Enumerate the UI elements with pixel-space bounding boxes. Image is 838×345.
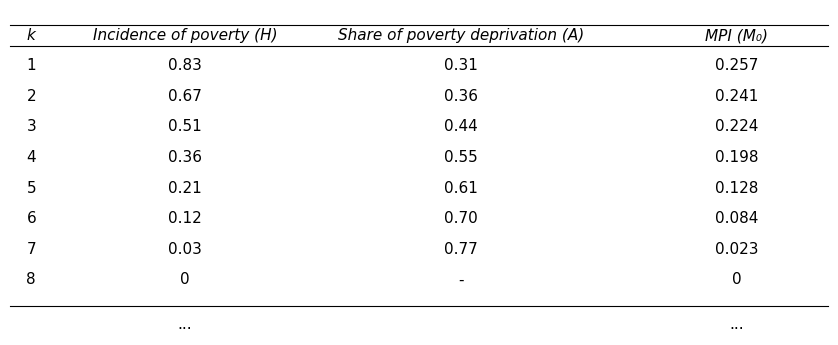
- Text: 0.55: 0.55: [444, 150, 478, 165]
- Text: 0.241: 0.241: [715, 89, 758, 104]
- Text: 0.36: 0.36: [444, 89, 478, 104]
- Text: -: -: [458, 273, 463, 287]
- Text: 0.084: 0.084: [715, 211, 758, 226]
- Text: 0.198: 0.198: [715, 150, 758, 165]
- Text: 0.77: 0.77: [444, 242, 478, 257]
- Text: 0.128: 0.128: [715, 181, 758, 196]
- Text: MPI (M₀): MPI (M₀): [705, 28, 768, 43]
- Text: 0.51: 0.51: [168, 119, 202, 135]
- Text: Share of poverty deprivation (A): Share of poverty deprivation (A): [338, 28, 584, 43]
- Text: 0.21: 0.21: [168, 181, 202, 196]
- Text: 0.83: 0.83: [168, 58, 202, 73]
- Text: 0.70: 0.70: [444, 211, 478, 226]
- Text: ...: ...: [729, 317, 743, 332]
- Text: 0.12: 0.12: [168, 211, 202, 226]
- Text: 0.67: 0.67: [168, 89, 202, 104]
- Text: 0: 0: [180, 273, 190, 287]
- Text: 3: 3: [27, 119, 36, 135]
- Text: 0.61: 0.61: [444, 181, 478, 196]
- Text: 6: 6: [27, 211, 36, 226]
- Text: 4: 4: [27, 150, 36, 165]
- Text: 0.224: 0.224: [715, 119, 758, 135]
- Text: Incidence of poverty (H): Incidence of poverty (H): [93, 28, 277, 43]
- Text: 0.023: 0.023: [715, 242, 758, 257]
- Text: ...: ...: [178, 317, 193, 332]
- Text: 0: 0: [732, 273, 741, 287]
- Text: k: k: [27, 28, 35, 43]
- Text: 8: 8: [27, 273, 36, 287]
- Text: 2: 2: [27, 89, 36, 104]
- Text: 0.36: 0.36: [168, 150, 202, 165]
- Text: 0.03: 0.03: [168, 242, 202, 257]
- Text: 5: 5: [27, 181, 36, 196]
- Text: 0.31: 0.31: [444, 58, 478, 73]
- Text: 0.257: 0.257: [715, 58, 758, 73]
- Text: 0.44: 0.44: [444, 119, 478, 135]
- Text: 1: 1: [27, 58, 36, 73]
- Text: 7: 7: [27, 242, 36, 257]
